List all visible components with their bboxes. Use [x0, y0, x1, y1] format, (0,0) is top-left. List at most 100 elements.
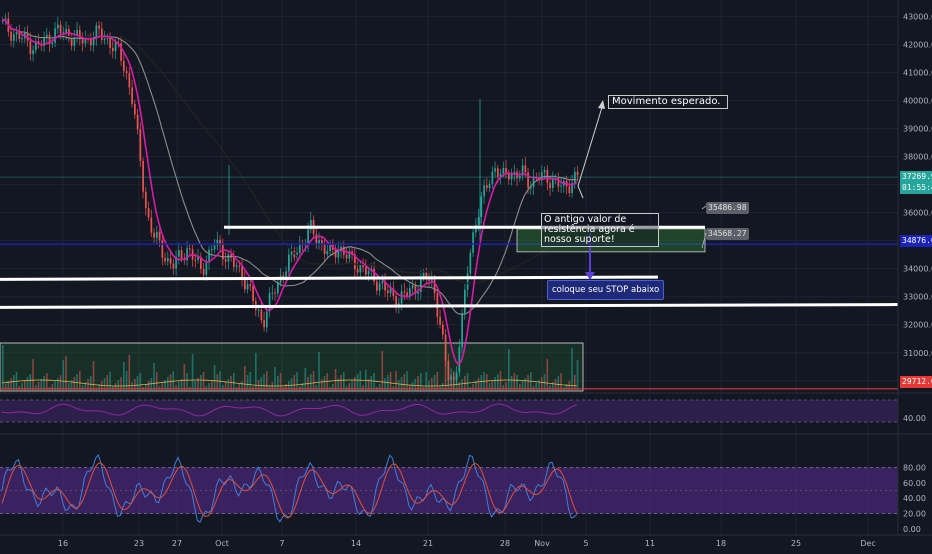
candle-body — [147, 208, 150, 218]
candle-body — [439, 316, 441, 325]
candle-body — [156, 231, 158, 238]
candle-body — [249, 284, 252, 286]
candle-body — [527, 172, 529, 188]
volume-bar — [249, 372, 252, 391]
volume-bar — [43, 376, 45, 391]
candle-body — [205, 262, 208, 275]
volume-bar — [373, 373, 375, 391]
volume-bar — [114, 383, 117, 391]
candle-body — [340, 246, 342, 251]
volume-bar — [395, 371, 397, 391]
volume-bar — [516, 375, 518, 391]
stoch-tick-label: 0.00 — [903, 525, 921, 534]
volume-bar — [326, 373, 329, 391]
volume-bar — [216, 374, 219, 391]
volume-bar — [244, 366, 246, 391]
volume-bar — [301, 383, 304, 391]
volume-bar — [279, 373, 282, 391]
volume-bar — [565, 384, 568, 391]
candle-body — [576, 171, 579, 176]
volume-bar — [486, 374, 488, 391]
candle-body — [213, 245, 216, 250]
volume-bar — [21, 383, 23, 391]
volume-bar — [475, 381, 477, 391]
candle-body — [202, 268, 205, 275]
volume-bar — [186, 373, 188, 391]
volume-bar — [409, 385, 411, 391]
candle-body — [323, 243, 326, 255]
volume-bar — [4, 384, 7, 391]
candle-body — [299, 243, 301, 253]
candle-body — [10, 31, 12, 41]
volume-bar — [315, 385, 318, 391]
candle-body — [334, 250, 337, 258]
volume-bar — [73, 377, 76, 391]
volume-bar — [26, 377, 29, 391]
volume-bar — [123, 362, 125, 391]
stoch-d-line — [1, 462, 578, 519]
candle-body — [502, 168, 505, 174]
volume-bar — [227, 379, 230, 391]
candle-body — [406, 292, 408, 296]
volume-bar — [519, 384, 521, 391]
candle-body — [222, 244, 224, 260]
candle-body — [277, 282, 279, 294]
candle-body — [158, 231, 161, 241]
x-tick-label: 21 — [423, 539, 433, 548]
volume-bar — [304, 368, 307, 391]
candle-body — [381, 280, 384, 284]
x-tick-label: 28 — [500, 539, 510, 548]
volume-bar — [156, 372, 158, 391]
stop-arrowhead — [585, 272, 595, 280]
candle-body — [112, 47, 114, 52]
candle-body — [466, 273, 469, 290]
price-tick-label: 38000.00 — [903, 153, 932, 162]
candle-body — [48, 34, 51, 45]
volume-bar — [103, 378, 106, 391]
x-tick-label: Nov — [534, 539, 550, 548]
candle-body — [134, 103, 136, 115]
candle-body — [103, 38, 106, 40]
stoch-tick-label: 60.00 — [903, 479, 926, 488]
stoch-tick-label: 20.00 — [903, 510, 926, 519]
candle-body — [557, 178, 560, 187]
volume-bar — [513, 373, 516, 391]
volume-bar — [51, 384, 54, 391]
candle-body — [128, 73, 131, 88]
candle-body — [13, 34, 15, 41]
volume-bar — [70, 380, 73, 391]
candle-body — [62, 32, 65, 34]
candle-body — [172, 263, 175, 269]
candle-body — [29, 40, 32, 54]
candle-body — [164, 257, 166, 262]
candle-body — [189, 248, 191, 250]
volume-bar — [120, 377, 122, 391]
volume-bar — [46, 373, 48, 391]
candle-body — [400, 291, 403, 304]
price-tick-label: 32000.00 — [903, 321, 932, 330]
candle-body — [362, 264, 364, 268]
candle-body — [227, 254, 230, 262]
pullback-arrow — [577, 185, 584, 199]
candle-body — [271, 292, 274, 294]
volume-bar — [213, 365, 216, 391]
candle-body — [161, 240, 164, 258]
candle-body — [84, 38, 87, 44]
volume-bar — [167, 377, 169, 391]
candle-body — [92, 38, 95, 46]
support-line-white-2 — [0, 303, 899, 309]
candle-body — [260, 309, 263, 321]
candle-body — [46, 34, 48, 37]
volume-bar — [318, 352, 320, 391]
candle-body — [79, 29, 81, 39]
volume-bar — [497, 374, 499, 391]
volume-bar — [356, 374, 359, 391]
volume-bar — [535, 383, 538, 391]
candle-body — [373, 268, 375, 282]
candle-body — [211, 249, 213, 251]
volume-bar — [568, 381, 571, 391]
volume-bar — [411, 382, 414, 391]
old-resistance-label: O antigo valor de resistência agora é no… — [541, 213, 659, 247]
candle-body — [417, 292, 419, 294]
